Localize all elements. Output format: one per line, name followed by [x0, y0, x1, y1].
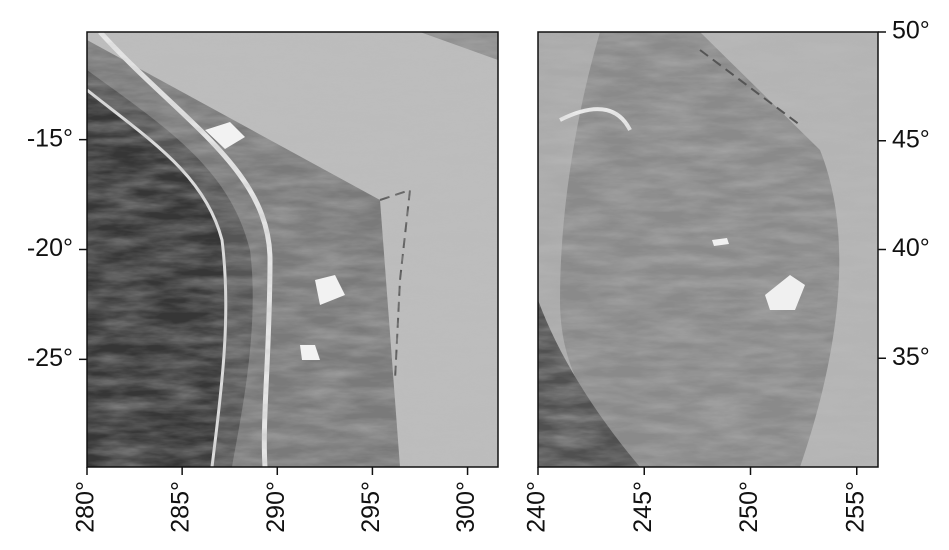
terrain-left [87, 32, 498, 467]
x-tick-label: 285° [167, 481, 195, 533]
y-tick-label: -15° [27, 124, 73, 152]
x-tick-label: 255° [841, 481, 869, 533]
x-tick-label: 245° [629, 481, 657, 533]
terrain-right [538, 32, 878, 467]
y-tick-label: -25° [27, 344, 73, 372]
x-tick-label: 290° [262, 481, 290, 533]
x-tick-label: 295° [357, 481, 385, 533]
x-tick-label: 300° [452, 481, 480, 533]
y-tick-label: 35° [892, 343, 930, 371]
x-tick-label: 280° [72, 481, 100, 533]
x-tick-label: 250° [735, 481, 763, 533]
y-tick-label: 40° [892, 234, 930, 262]
y-tick-label: -20° [27, 234, 73, 262]
x-tick-label: 240° [523, 481, 551, 533]
y-tick-label: 50° [892, 17, 930, 45]
y-tick-label: 45° [892, 125, 930, 153]
